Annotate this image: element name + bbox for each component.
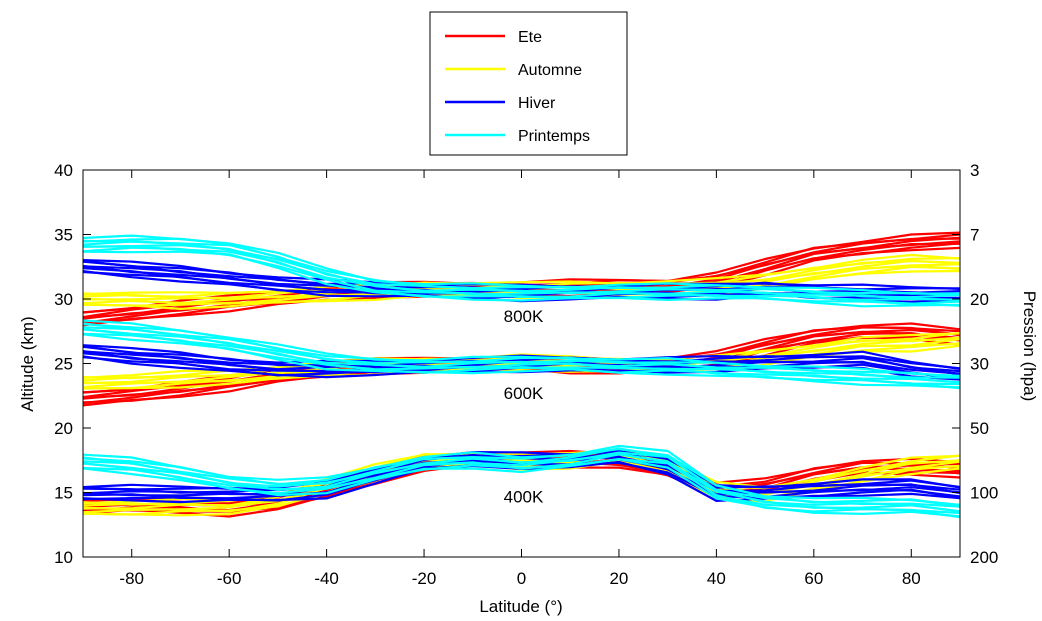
y-axis-right: 3 7 20 30 50 100 200 <box>952 161 998 567</box>
y-tick-label: 30 <box>54 290 73 309</box>
series-printemps <box>82 234 961 519</box>
x-tick-label: -20 <box>412 569 437 588</box>
legend-label-printemps: Printemps <box>518 128 590 145</box>
line-automne-800k <box>82 253 961 296</box>
legend-label-automne: Automne <box>518 62 582 79</box>
y-tick-label: 35 <box>54 226 73 245</box>
legend: Ete Automne Hiver Printemps <box>429 11 628 156</box>
y-tick-label: 40 <box>54 161 73 180</box>
y2-tick-label: 20 <box>970 290 989 309</box>
y-tick-label: 25 <box>54 355 73 374</box>
x-tick-label: 20 <box>609 569 628 588</box>
x-tick-label: 40 <box>707 569 726 588</box>
y2-tick-label: 7 <box>970 226 979 245</box>
line-printemps-400k <box>82 444 961 506</box>
legend-box <box>429 11 628 156</box>
x-axis: -80 -60 -40 -20 0 20 40 60 80 <box>119 170 921 588</box>
level-label-400k: 400K <box>504 487 544 506</box>
x-tick-label: 0 <box>517 569 526 588</box>
x-tick-label: -60 <box>217 569 242 588</box>
level-label-600k: 600K <box>504 384 544 403</box>
x-tick-label: 80 <box>902 569 921 588</box>
data-bands <box>82 231 961 519</box>
line-printemps-600k <box>82 319 961 377</box>
line-hiver-800k <box>82 259 961 290</box>
y-tick-label: 15 <box>54 484 73 503</box>
x-tick-label: -80 <box>119 569 144 588</box>
y2-tick-label: 100 <box>970 484 998 503</box>
legend-label-hiver: Hiver <box>518 95 556 112</box>
y-axis-left: 10 15 20 25 30 35 40 <box>54 161 91 567</box>
y2-tick-label: 3 <box>970 161 979 180</box>
y2-tick-label: 30 <box>970 355 989 374</box>
y2-axis-title: Pression (hpa) <box>1020 291 1039 402</box>
line-printemps-800k <box>82 234 961 295</box>
y2-tick-label: 200 <box>970 548 998 567</box>
level-annotations: 800K 600K 400K <box>504 307 544 507</box>
x-tick-label: -40 <box>314 569 339 588</box>
x-tick-label: 60 <box>804 569 823 588</box>
level-label-800k: 800K <box>504 307 544 326</box>
y-tick-label: 10 <box>54 548 73 567</box>
y-axis-title: Altitude (km) <box>18 316 37 411</box>
y2-tick-label: 50 <box>970 419 989 438</box>
x-axis-title: Latitude (°) <box>479 597 562 616</box>
y-tick-label: 20 <box>54 419 73 438</box>
line-hiver-600k <box>82 344 961 370</box>
legend-label-ete: Ete <box>518 29 542 46</box>
